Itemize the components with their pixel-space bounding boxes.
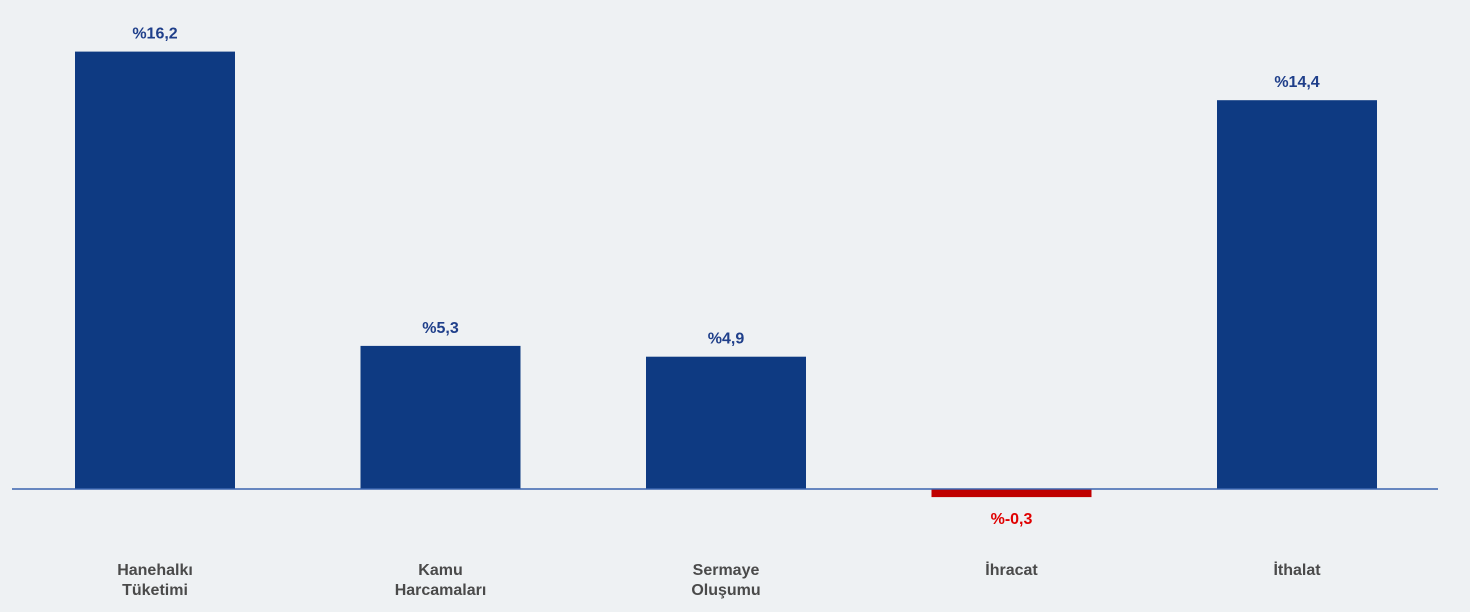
labels-layer: %16,2 Hanehalkı Tüketimi %5,3 Kamu Harcamalar… (117, 26, 1321, 599)
category-label-2: Sermaye Oluşumu (691, 562, 760, 599)
data-label-0: %16,2 (132, 26, 177, 43)
bar-0 (75, 51, 235, 489)
category-label-0: Hanehalkı Tüketimi (117, 562, 193, 599)
category-label-1: Kamu Harcamaları (395, 562, 487, 599)
bar-3 (931, 489, 1092, 498)
category-label-3: İhracat (985, 561, 1038, 579)
data-label-1: %5,3 (422, 320, 459, 337)
bar-1 (360, 345, 521, 489)
data-label-3: %-0,3 (991, 511, 1033, 528)
bar-2 (646, 356, 806, 489)
bars-layer (75, 51, 1377, 498)
bar-4 (1217, 100, 1377, 489)
data-label-2: %4,9 (708, 331, 745, 348)
data-label-4: %14,4 (1274, 74, 1319, 91)
category-label-4: İthalat (1273, 561, 1321, 579)
